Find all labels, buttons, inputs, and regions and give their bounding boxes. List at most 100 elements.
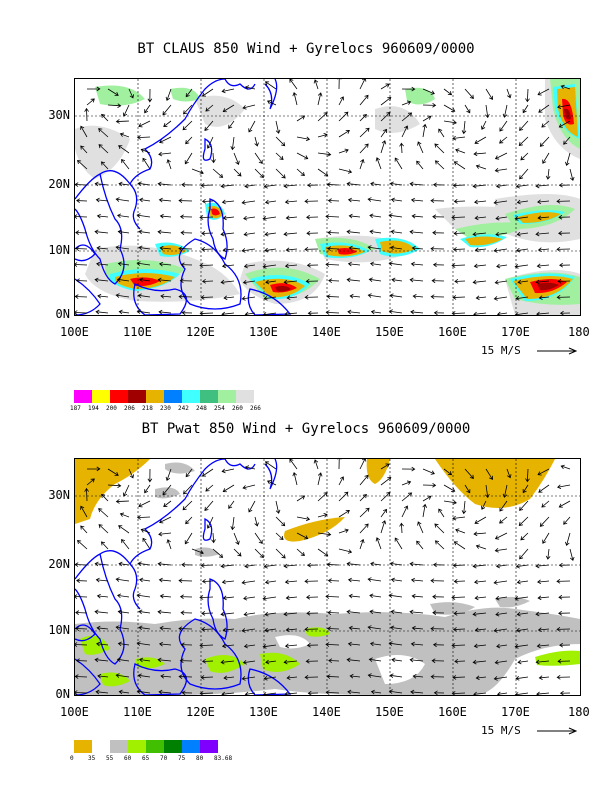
wind-vector (338, 96, 345, 106)
wind-vector (94, 657, 109, 663)
wind-vector (160, 673, 172, 679)
wind-vector (474, 579, 487, 585)
wind-vector (241, 296, 256, 301)
wind-vector (244, 563, 256, 569)
wind-vector (430, 626, 445, 632)
wind-vector (494, 548, 508, 553)
wind-vector (517, 659, 529, 665)
wind-vector (98, 524, 109, 534)
wind-vector (453, 541, 466, 550)
wind-vector (96, 641, 109, 647)
wind-vector (178, 578, 193, 584)
wind-vector (285, 247, 298, 253)
wind-vector (243, 263, 256, 269)
colorbar-tick-label: 65 (142, 755, 150, 762)
wind-vector (473, 531, 487, 537)
wind-vector (242, 104, 256, 110)
wind-vector (241, 580, 256, 585)
wind-vector (222, 215, 235, 221)
wind-vector (519, 168, 529, 180)
wind-vector (115, 119, 130, 124)
wind-vector (541, 500, 550, 508)
wind-vector (201, 579, 214, 584)
wind-vector (162, 484, 172, 496)
wind-vector (97, 293, 109, 299)
wind-vector (205, 484, 214, 492)
wind-vector (472, 563, 487, 569)
wind-vector (212, 168, 224, 178)
wind-vector (338, 148, 349, 154)
wind-vector (101, 493, 109, 502)
wind-vector (485, 88, 494, 101)
wind-vector (325, 594, 340, 599)
wind-vector (136, 213, 151, 218)
wind-vector (94, 609, 109, 615)
wind-vector (506, 88, 512, 99)
wind-vector (304, 674, 319, 680)
wind-vector (538, 675, 550, 680)
wind-vector (317, 132, 328, 138)
wind-vector (296, 136, 311, 142)
wind-vector (165, 88, 172, 102)
wind-vector (451, 691, 466, 695)
wind-vector (211, 152, 216, 164)
wind-vector (368, 657, 382, 663)
wind-vector (200, 675, 214, 680)
wind-vector (338, 129, 350, 138)
wind-vector (137, 181, 151, 187)
wind-vector (359, 523, 369, 534)
wind-vector (179, 594, 193, 600)
wind-vector (475, 164, 487, 170)
wind-vector (307, 182, 319, 188)
wind-vector (233, 152, 240, 165)
wind-vector (97, 673, 109, 679)
wind-vector (475, 675, 487, 681)
wind-vector (451, 643, 466, 648)
wind-vector (347, 309, 361, 315)
wind-vector (75, 182, 88, 187)
wind-vector (401, 112, 413, 122)
wind-vector (159, 213, 172, 219)
wind-vector (178, 294, 193, 300)
wind-vector (286, 675, 298, 681)
wind-vector (558, 500, 571, 508)
wind-vector (95, 197, 109, 203)
wind-vector (275, 120, 281, 134)
wind-vector (158, 197, 172, 203)
wind-vector (115, 673, 130, 678)
wind-vector (455, 148, 466, 154)
wind-vector (432, 594, 445, 600)
wind-vector (222, 247, 235, 253)
wind-vector (96, 213, 109, 219)
wind-vector (184, 532, 193, 545)
wind-vector (452, 563, 466, 568)
wind-vector (565, 152, 571, 167)
wind-vector (159, 516, 172, 524)
wind-vector (475, 295, 487, 301)
wind-vector (178, 674, 193, 680)
wind-vector (369, 593, 382, 599)
wind-vector (485, 484, 490, 499)
wind-vector (473, 691, 487, 695)
wind-vector (370, 561, 382, 567)
wind-vector (139, 277, 151, 283)
wind-vector (307, 690, 319, 695)
wind-vector (138, 500, 151, 508)
wind-vector (144, 104, 151, 114)
wind-vector (94, 277, 109, 283)
lon-label-120e: 120E (186, 325, 215, 339)
wind-vector (284, 311, 298, 315)
wind-vector (317, 512, 328, 518)
colorbar-tick-label: 187 (70, 405, 81, 412)
wind-vector (388, 593, 403, 598)
wind-vector (338, 476, 345, 486)
wind-vector (559, 310, 571, 315)
wind-vector (220, 183, 235, 189)
wind-vector (221, 88, 235, 94)
lon-label-110e: 110E (123, 325, 152, 339)
wind-vector (264, 81, 277, 90)
wind-vector (142, 537, 151, 550)
wind-vector (411, 213, 424, 219)
wind-vector (325, 642, 340, 647)
wind-vector (75, 690, 88, 695)
